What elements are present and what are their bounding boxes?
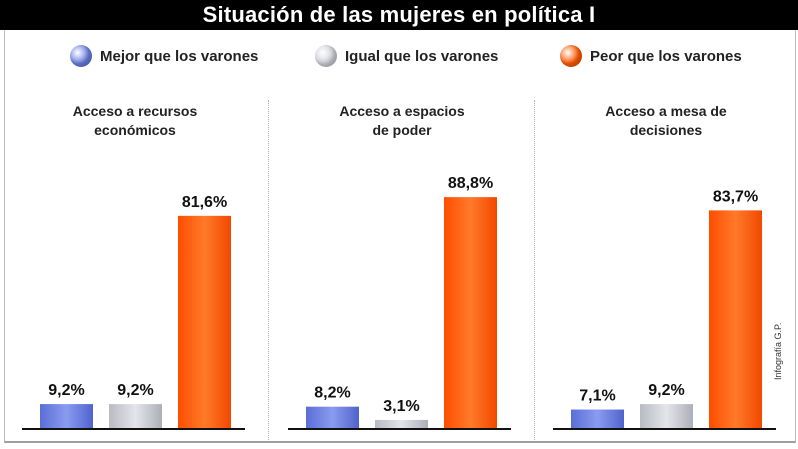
chart-title: Situación de las mujeres en política I	[0, 0, 798, 30]
legend-label-peor: Peor que los varones	[590, 47, 742, 65]
panel-title-recursos-line1: Acceso a recursos	[72, 103, 198, 119]
data-label-espacios-mejor: 8,2%	[314, 385, 350, 402]
legend-item-peor: Peor que los varones	[560, 42, 742, 70]
bar-recursos-igual	[109, 404, 162, 428]
bar-recursos-mejor	[40, 404, 93, 428]
panel-title-recursos-line2: económicos	[94, 122, 176, 138]
legend-item-igual: Igual que los varones	[315, 42, 498, 70]
bar-espacios-peor	[444, 197, 497, 428]
bar-recursos-peor	[178, 215, 231, 428]
legend-dot-igual	[315, 45, 337, 67]
panel-title-mesa-line2: decisiones	[629, 122, 703, 138]
data-label-espacios-igual: 3,1%	[383, 398, 419, 415]
bar-mesa-igual	[640, 404, 693, 428]
legend-dot-mejor	[70, 45, 92, 67]
panel-separator	[268, 100, 269, 440]
panel-separator	[534, 100, 535, 440]
legend: Mejor que los varones Igual que los varo…	[0, 42, 798, 70]
panel-title-espacios-line2: de poder	[372, 122, 432, 138]
data-label-recursos-mejor: 9,2%	[48, 382, 84, 399]
panel-title-espacios-line1: Acceso a espacios	[339, 103, 465, 119]
data-label-mesa-igual: 9,2%	[648, 382, 684, 399]
data-label-recursos-igual: 9,2%	[117, 382, 153, 399]
data-label-mesa-peor: 83,7%	[713, 188, 758, 205]
legend-item-mejor: Mejor que los varones	[70, 42, 258, 70]
credit-text: Infografía G.P.	[773, 322, 783, 380]
panel-title-mesa: Acceso a mesa de decisiones	[556, 102, 776, 140]
bar-mesa-peor	[709, 210, 762, 428]
bar-mesa-mejor	[571, 409, 624, 428]
chart-frame	[4, 30, 796, 443]
panel-title-recursos: Acceso a recursos económicos	[25, 102, 245, 140]
legend-dot-peor	[560, 45, 582, 67]
panel-title-espacios: Acceso a espacios de poder	[292, 102, 512, 140]
bar-espacios-mejor	[306, 406, 359, 428]
data-label-espacios-peor: 88,8%	[448, 175, 493, 192]
bar-espacios-igual	[375, 419, 428, 428]
data-label-recursos-peor: 81,6%	[182, 194, 227, 211]
panel-title-mesa-line1: Acceso a mesa de	[605, 103, 727, 119]
legend-label-mejor: Mejor que los varones	[100, 47, 259, 65]
data-label-mesa-mejor: 7,1%	[579, 388, 615, 405]
legend-label-igual: Igual que los varones	[345, 47, 499, 65]
